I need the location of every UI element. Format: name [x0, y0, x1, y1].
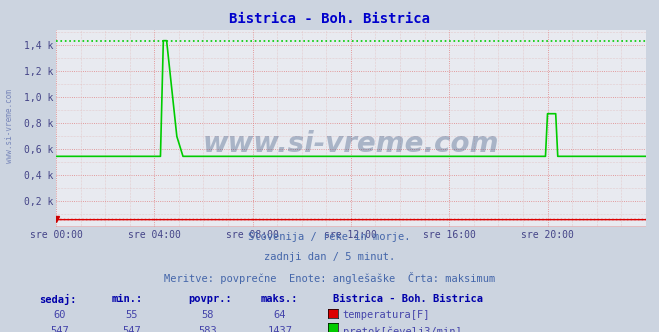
Text: 58: 58 — [202, 310, 214, 320]
Text: www.si-vreme.com: www.si-vreme.com — [203, 130, 499, 158]
Text: min.:: min.: — [112, 294, 143, 304]
Text: Meritve: povprečne  Enote: anglešaške  Črta: maksimum: Meritve: povprečne Enote: anglešaške Črt… — [164, 272, 495, 284]
Text: www.si-vreme.com: www.si-vreme.com — [5, 89, 14, 163]
Text: pretok[čevelj3/min]: pretok[čevelj3/min] — [343, 326, 461, 332]
Text: zadnji dan / 5 minut.: zadnji dan / 5 minut. — [264, 252, 395, 262]
Text: 60: 60 — [53, 310, 65, 320]
Text: maks.:: maks.: — [260, 294, 298, 304]
Text: Slovenija / reke in morje.: Slovenija / reke in morje. — [248, 232, 411, 242]
Text: 64: 64 — [274, 310, 286, 320]
Text: Bistrica - Boh. Bistrica: Bistrica - Boh. Bistrica — [333, 294, 483, 304]
Text: sedaj:: sedaj: — [40, 294, 77, 305]
Text: temperatura[F]: temperatura[F] — [343, 310, 430, 320]
Text: 583: 583 — [198, 326, 217, 332]
Text: 547: 547 — [123, 326, 141, 332]
Text: 1437: 1437 — [268, 326, 293, 332]
Text: 547: 547 — [50, 326, 69, 332]
Text: Bistrica - Boh. Bistrica: Bistrica - Boh. Bistrica — [229, 12, 430, 26]
Text: 55: 55 — [126, 310, 138, 320]
Text: povpr.:: povpr.: — [188, 294, 231, 304]
